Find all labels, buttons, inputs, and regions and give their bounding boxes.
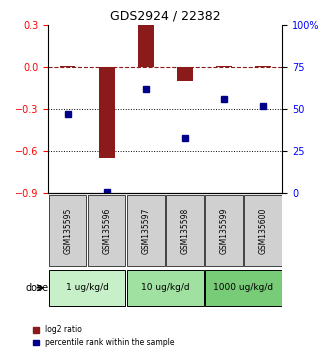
FancyBboxPatch shape [205,269,282,306]
Bar [60,65,75,67]
Text: GSM135598: GSM135598 [180,207,189,253]
Title: GDS2924 / 22382: GDS2924 / 22382 [110,9,221,22]
Text: GSM135595: GSM135595 [63,207,72,253]
Legend: log2 ratio, percentile rank within the sample: log2 ratio, percentile rank within the s… [30,322,177,350]
Text: GSM135599: GSM135599 [219,207,229,253]
Text: 10 ug/kg/d: 10 ug/kg/d [141,283,190,292]
Bar [177,67,193,81]
Text: 1000 ug/kg/d: 1000 ug/kg/d [213,283,273,292]
FancyBboxPatch shape [127,269,204,306]
Text: GSM135600: GSM135600 [258,207,267,253]
Bar [99,67,115,158]
FancyBboxPatch shape [49,269,126,306]
Bar [216,65,232,67]
Text: GSM135596: GSM135596 [102,207,111,253]
FancyBboxPatch shape [88,195,126,266]
FancyBboxPatch shape [127,195,165,266]
FancyBboxPatch shape [244,195,282,266]
FancyBboxPatch shape [49,195,86,266]
FancyBboxPatch shape [166,195,204,266]
Bar [138,25,153,67]
Text: dose: dose [25,283,48,293]
Text: GSM135597: GSM135597 [141,207,150,253]
Text: 1 ug/kg/d: 1 ug/kg/d [66,283,108,292]
FancyBboxPatch shape [205,195,243,266]
Bar [255,65,271,67]
